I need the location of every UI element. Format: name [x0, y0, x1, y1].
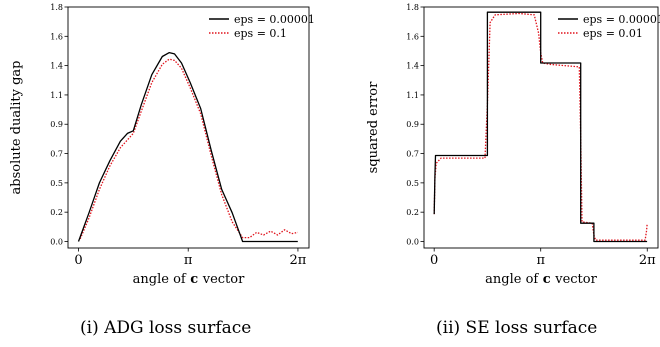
adg-xlabel: angle of c vector	[133, 272, 245, 287]
se-legend-label-0: eps = 0.00001	[583, 13, 660, 26]
adg-ytick-label: 1.1	[50, 91, 63, 100]
se-ytick-label: 1.4	[406, 62, 419, 71]
se-xlabel: angle of c vector	[485, 272, 597, 287]
se-ytick-label: 1.6	[406, 32, 419, 41]
adg-legend-label-1: eps = 0.1	[234, 27, 287, 40]
adg-ytick-label: 0.0	[50, 237, 63, 246]
se-legend-label-1: eps = 0.01	[583, 27, 643, 40]
se-ytick-label: 0.9	[406, 120, 419, 129]
adg-ytick-label: 0.5	[50, 179, 63, 188]
adg-ytick-label: 1.8	[50, 3, 63, 12]
se-xtick-label: 0	[430, 253, 438, 268]
adg-series-line-0	[77, 51, 298, 243]
se-ytick-label: 0.5	[406, 179, 419, 188]
adg-ytick-label: 0.9	[50, 120, 63, 129]
caption-adg: (i) ADG loss surface	[80, 318, 252, 338]
adg-ytick-label: 1.4	[50, 62, 63, 71]
caption-se: (ii) SE loss surface	[436, 318, 598, 338]
adg-xtick-label: 2π	[290, 253, 307, 268]
adg-ytick-label: 0.2	[50, 208, 63, 217]
adg-ytick-label: 0.7	[50, 150, 63, 159]
se-ytick-label: 0.0	[406, 237, 419, 246]
se-xtick-label: π	[536, 253, 545, 268]
adg-series-line-1	[79, 58, 298, 240]
se-series-line-0	[433, 11, 648, 243]
adg-ylabel: absolute duality gap	[9, 60, 24, 194]
adg-xtick-label: π	[184, 253, 193, 268]
se-ytick-label: 0.2	[406, 208, 419, 217]
se-ytick-label: 1.8	[406, 3, 419, 12]
se-ytick-label: 0.7	[406, 150, 419, 159]
adg-ytick-label: 1.6	[50, 32, 63, 41]
se-ylabel: squared error	[366, 81, 381, 173]
se-xtick-label: 2π	[639, 253, 656, 268]
adg-legend-label-0: eps = 0.00001	[234, 13, 315, 26]
adg-axes-frame	[67, 6, 310, 249]
se-ytick-label: 1.1	[406, 91, 419, 100]
adg-xtick-label: 0	[74, 253, 82, 268]
